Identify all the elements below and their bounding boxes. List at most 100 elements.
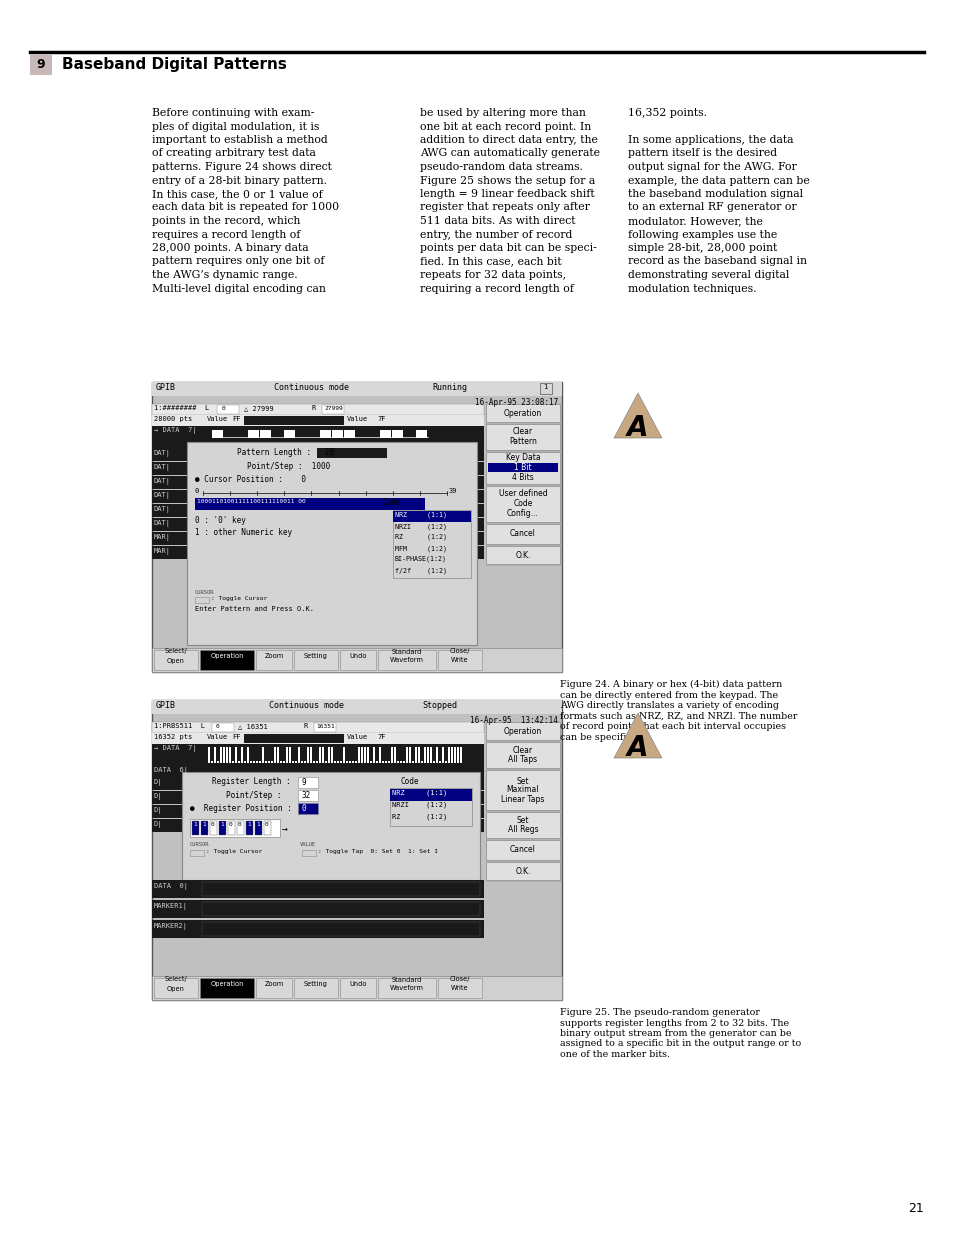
Text: DAT|: DAT|	[153, 492, 171, 499]
Bar	[339, 761, 341, 763]
Text: Code: Code	[400, 777, 418, 785]
Bar	[190, 850, 204, 856]
Text: Register Length :: Register Length :	[212, 777, 291, 785]
Bar	[451, 747, 453, 763]
Bar	[437, 978, 481, 998]
Bar	[212, 430, 223, 438]
Text: FF: FF	[232, 416, 240, 422]
Bar	[485, 487, 559, 522]
Text: DAT|: DAT|	[153, 506, 171, 513]
Text: Waveform: Waveform	[390, 986, 423, 992]
Text: fied. In this case, each bit: fied. In this case, each bit	[419, 257, 561, 267]
Bar	[255, 761, 257, 763]
Text: to an external RF generator or: to an external RF generator or	[627, 203, 796, 212]
Text: MAR|: MAR|	[153, 548, 171, 555]
Bar	[152, 920, 483, 939]
Bar	[213, 747, 215, 763]
Text: ples of digital modulation, it is: ples of digital modulation, it is	[152, 121, 319, 131]
Bar	[485, 424, 559, 450]
Bar	[420, 761, 422, 763]
Text: points per data bit can be speci-: points per data bit can be speci-	[419, 243, 597, 253]
Text: In some applications, the data: In some applications, the data	[627, 135, 793, 144]
Bar	[454, 747, 456, 763]
Bar	[152, 475, 483, 489]
Text: Baseband Digital Patterns: Baseband Digital Patterns	[62, 58, 287, 73]
Bar	[200, 650, 253, 671]
Text: VALUE: VALUE	[299, 842, 315, 847]
Bar	[399, 761, 401, 763]
Text: Value: Value	[347, 734, 368, 740]
Text: All Taps: All Taps	[508, 755, 537, 764]
Text: 1: 1	[220, 823, 224, 827]
Text: 9: 9	[36, 58, 45, 72]
Bar	[152, 382, 561, 672]
Text: Zoom: Zoom	[264, 981, 283, 987]
Bar	[236, 821, 244, 835]
Bar	[485, 524, 559, 543]
Text: ●  Register Position :: ● Register Position :	[190, 804, 292, 813]
Bar	[488, 463, 558, 472]
Bar	[152, 504, 483, 517]
Bar	[152, 382, 561, 396]
Bar	[152, 404, 483, 415]
Bar	[307, 747, 309, 763]
Text: Cancel: Cancel	[510, 530, 536, 538]
Text: patterns. Figure 24 shows direct: patterns. Figure 24 shows direct	[152, 162, 332, 172]
Text: binary output stream from the generator can be: binary output stream from the generator …	[559, 1029, 791, 1037]
Text: D|: D|	[153, 779, 162, 785]
Bar	[334, 761, 335, 763]
Text: 16351: 16351	[315, 724, 335, 729]
Text: O.K.: O.K.	[515, 867, 530, 876]
Bar	[284, 430, 294, 438]
Text: 28,000 points. A binary data: 28,000 points. A binary data	[152, 243, 309, 253]
Bar	[286, 747, 288, 763]
Bar	[390, 788, 472, 826]
Text: O.K.: O.K.	[515, 551, 530, 559]
Text: 32: 32	[302, 790, 311, 800]
Text: In this case, the 0 or 1 value of: In this case, the 0 or 1 value of	[152, 189, 322, 199]
Text: can be specified.: can be specified.	[559, 732, 640, 741]
Bar	[409, 747, 411, 763]
Text: BI-PHASE(1:2): BI-PHASE(1:2)	[395, 556, 447, 562]
Bar	[211, 761, 213, 763]
Bar	[152, 648, 561, 672]
Text: modulator. However, the: modulator. However, the	[627, 216, 762, 226]
Bar	[417, 747, 419, 763]
Bar	[438, 761, 440, 763]
Text: Pattern: Pattern	[509, 437, 537, 447]
Bar	[304, 761, 306, 763]
Bar	[152, 462, 483, 475]
Bar	[336, 761, 338, 763]
Bar	[485, 769, 559, 810]
Bar	[485, 811, 559, 839]
Text: → DATA  7|: → DATA 7|	[153, 745, 196, 752]
Bar	[208, 747, 210, 763]
Text: Clear: Clear	[513, 427, 533, 436]
Bar	[294, 650, 337, 671]
Text: Setting: Setting	[304, 981, 328, 987]
Text: 1:########  L: 1:######## L	[153, 405, 209, 411]
Text: Linear Taps: Linear Taps	[500, 794, 544, 804]
Bar	[248, 430, 258, 438]
Bar	[219, 821, 226, 835]
Text: → DATA  7|: → DATA 7|	[153, 427, 196, 433]
Text: Standard: Standard	[392, 977, 422, 983]
Text: Figure 25 shows the setup for a: Figure 25 shows the setup for a	[419, 175, 595, 185]
Text: MFM     (1:2): MFM (1:2)	[395, 545, 447, 552]
Bar	[485, 546, 559, 564]
Bar	[297, 790, 317, 802]
Text: Select/: Select/	[165, 977, 187, 983]
Bar	[314, 722, 335, 732]
Text: Operation: Operation	[210, 653, 243, 659]
Text: 0 : '0' key: 0 : '0' key	[194, 516, 246, 525]
Bar	[415, 747, 416, 763]
Bar	[192, 821, 199, 835]
Bar	[152, 976, 561, 1000]
Bar	[485, 742, 559, 768]
Text: Running: Running	[432, 383, 467, 391]
Polygon shape	[614, 393, 661, 438]
Bar	[349, 761, 351, 763]
Text: Key Data: Key Data	[505, 453, 539, 462]
Bar	[258, 761, 261, 763]
Text: example, the data pattern can be: example, the data pattern can be	[627, 175, 809, 185]
